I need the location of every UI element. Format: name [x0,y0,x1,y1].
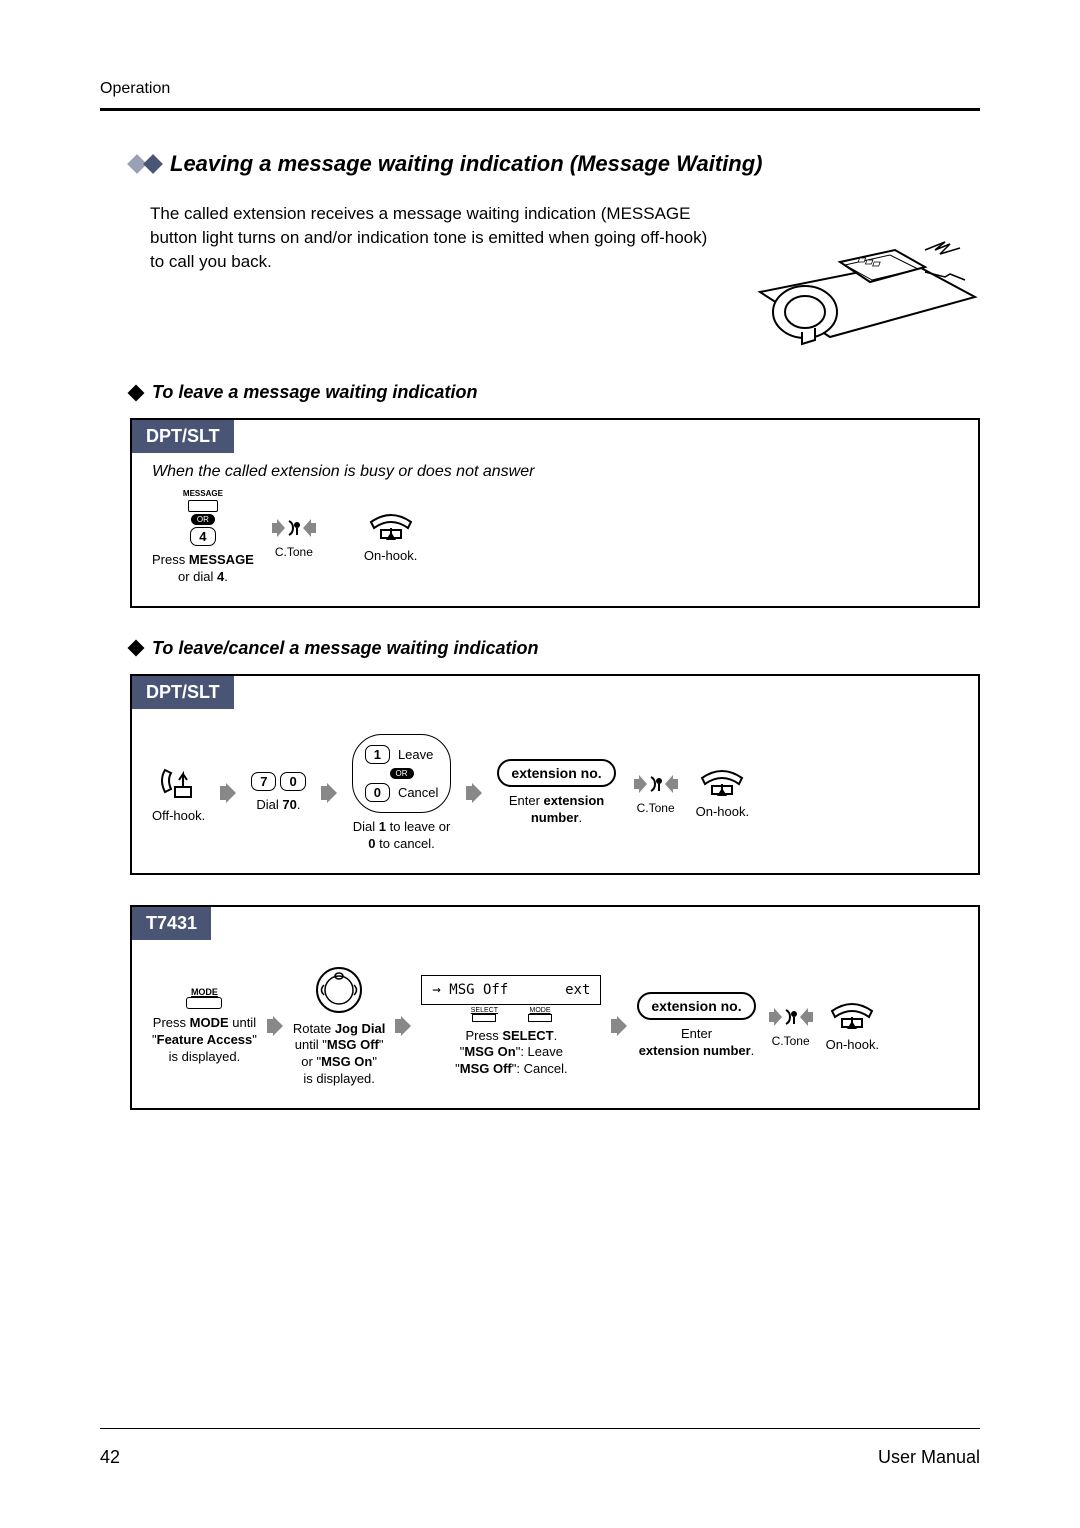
intro-text: The called extension receives a message … [150,202,720,273]
proc2-step4-label: Enter extensionnumber. [509,793,604,827]
footer: 42 User Manual [100,1428,980,1468]
jog-dial-icon [314,965,364,1015]
mode-button-icon-2 [528,1014,552,1022]
extension-no-field: extension no. [637,992,755,1020]
proc1-step2-label: On-hook. [364,548,417,565]
proc3-step4-label: Enterextension number. [639,1026,755,1060]
mode-label: MODE [191,987,218,997]
proc3-ctone-label: C.Tone [772,1034,810,1048]
message-button-icon: MESSAGE OR 4 [173,489,233,546]
lcd-ext: ext [565,982,590,998]
procedure-box-2: DPT/SLT Off-hook. 7 0 D [130,674,980,875]
lcd-display: → MSG Off ext [421,975,601,1005]
procedure-box-3: T7431 MODE Press MODE until"Feature Acce… [130,905,980,1111]
key-0: 0 [365,783,390,802]
lcd-text: MSG Off [449,982,508,998]
proc1-header: DPT/SLT [132,420,234,453]
offhook-icon [157,762,201,802]
ctone-icon [766,1004,816,1030]
mode-label-2: MODE [530,1007,551,1014]
ctone-icon [631,771,681,797]
proc3-header: T7431 [132,907,211,940]
key-7: 7 [251,772,276,791]
footer-label: User Manual [878,1447,980,1468]
proc2-subtitle: To leave/cancel a message waiting indica… [152,638,538,659]
procedure-box-1: DPT/SLT When the called extension is bus… [130,418,980,608]
key-4: 4 [190,527,215,546]
option-group: 1 Leave OR 0 Cancel [352,734,452,813]
title-diamonds-icon [130,157,160,171]
arrow-icon [395,1016,411,1036]
key-0: 0 [280,772,305,791]
select-button-icon [472,1014,496,1022]
proc2-step1-label: Off-hook. [152,808,205,825]
ctone-icon [269,515,319,541]
proc2-step3-label: Dial 1 to leave or0 to cancel. [353,819,451,853]
onhook-icon [697,766,747,798]
proc2-header: DPT/SLT [132,676,234,709]
main-title: Leaving a message waiting indication (Me… [170,151,763,177]
or-badge: OR [191,514,215,525]
proc3-step3-label: Press SELECT."MSG On": Leave"MSG Off": C… [455,1028,568,1079]
onhook-icon [827,999,877,1031]
proc3-step5-label: On-hook. [826,1037,879,1054]
arrow-icon [267,1016,283,1036]
diamond-bullet-icon [128,384,145,401]
page-number: 42 [100,1447,120,1468]
arrow-icon [466,783,482,803]
cancel-label: Cancel [398,785,438,800]
leave-label: Leave [398,747,433,762]
proc1-condition: When the called extension is busy or doe… [152,463,958,481]
mode-button-icon: MODE [186,987,222,1009]
header-rule [100,108,980,111]
message-label: MESSAGE [183,489,223,498]
header-section: Operation [100,80,980,98]
desk-phone-illustration-icon [750,202,980,352]
onhook-icon [366,510,416,542]
proc2-step5-label: On-hook. [696,804,749,821]
proc1-step1-label: Press MESSAGEor dial 4. [152,552,254,586]
lcd-arrow: → [432,982,440,998]
proc2-step2-label: Dial 70. [256,797,300,814]
arrow-icon [611,1016,627,1036]
extension-no-field: extension no. [497,759,615,787]
arrow-icon [220,783,236,803]
key-1: 1 [365,745,390,764]
proc1-ctone-label: C.Tone [275,545,313,559]
proc2-ctone-label: C.Tone [637,801,675,815]
arrow-icon [321,783,337,803]
proc1-subtitle: To leave a message waiting indication [152,382,477,403]
or-badge: OR [390,768,414,779]
proc3-step1-label: Press MODE until"Feature Access"is displ… [152,1015,257,1066]
diamond-bullet-icon [128,640,145,657]
select-label: SELECT [471,1007,498,1014]
proc3-step2-label: Rotate Jog Dialuntil "MSG Off"or "MSG On… [293,1021,386,1089]
